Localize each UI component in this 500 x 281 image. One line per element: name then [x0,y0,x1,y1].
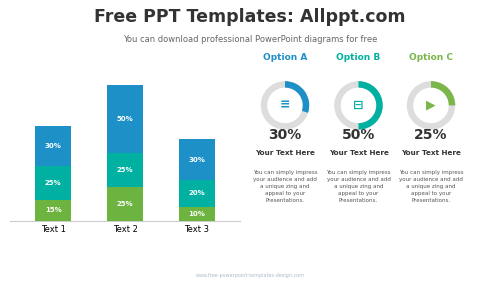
Text: Your Text Here: Your Text Here [328,150,388,156]
Text: You can simply impress
your audience and add
a unique zing and
appeal to your
Pr: You can simply impress your audience and… [326,170,391,203]
Text: You can simply impress
your audience and add
a unique zing and
appeal to your
Pr: You can simply impress your audience and… [399,170,463,203]
Text: ≡: ≡ [280,99,290,112]
Bar [35,200,71,221]
Wedge shape [285,81,309,113]
Text: 50%: 50% [116,116,134,122]
Text: Get a modern PowerPoint  Presentation that is beautifully  designed. I hope and : Get a modern PowerPoint Presentation tha… [72,237,428,257]
Text: Free PPT Templates: Allppt.com: Free PPT Templates: Allppt.com [94,8,406,26]
Text: 10%: 10% [188,211,206,217]
Text: ▶: ▶ [426,99,436,112]
Text: 30%: 30% [268,128,302,142]
Wedge shape [261,81,309,130]
Text: 25%: 25% [45,180,62,186]
Text: Option B: Option B [336,53,380,62]
Bar [107,187,143,221]
Text: ⊟: ⊟ [353,99,364,112]
Wedge shape [407,81,455,130]
Text: 25%: 25% [116,167,134,173]
Text: Your Text Here: Your Text Here [255,150,315,156]
Text: 25%: 25% [116,201,134,207]
Text: 20%: 20% [188,191,206,196]
Text: 15%: 15% [45,207,62,213]
Wedge shape [431,81,455,105]
Bar [107,85,143,153]
Text: Option A: Option A [263,53,307,62]
Text: www.free-powerpoint-templates-design.com: www.free-powerpoint-templates-design.com [196,273,304,278]
Bar [35,126,71,166]
Text: You can download professional PowerPoint diagrams for free: You can download professional PowerPoint… [123,35,377,44]
Bar [179,139,215,180]
Bar [179,180,215,207]
Text: 30%: 30% [44,143,62,149]
Text: 50%: 50% [342,128,375,142]
Bar [107,153,143,187]
Text: Your Text Here: Your Text Here [401,150,461,156]
Text: 30%: 30% [188,157,206,162]
Bar [179,207,215,221]
Wedge shape [334,81,382,130]
Text: You can simply impress
your audience and add
a unique zing and
appeal to your
Pr: You can simply impress your audience and… [253,170,318,203]
Wedge shape [358,81,382,130]
Bar [35,166,71,200]
Text: 25%: 25% [414,128,448,142]
Text: Option C: Option C [409,53,453,62]
